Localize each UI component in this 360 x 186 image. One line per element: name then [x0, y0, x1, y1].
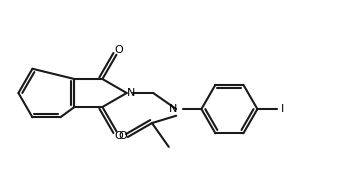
- Text: I: I: [281, 104, 284, 114]
- Text: O: O: [119, 131, 127, 141]
- Text: O: O: [114, 45, 123, 55]
- Text: N: N: [127, 88, 135, 98]
- Text: O: O: [114, 131, 123, 141]
- Text: N: N: [169, 104, 178, 114]
